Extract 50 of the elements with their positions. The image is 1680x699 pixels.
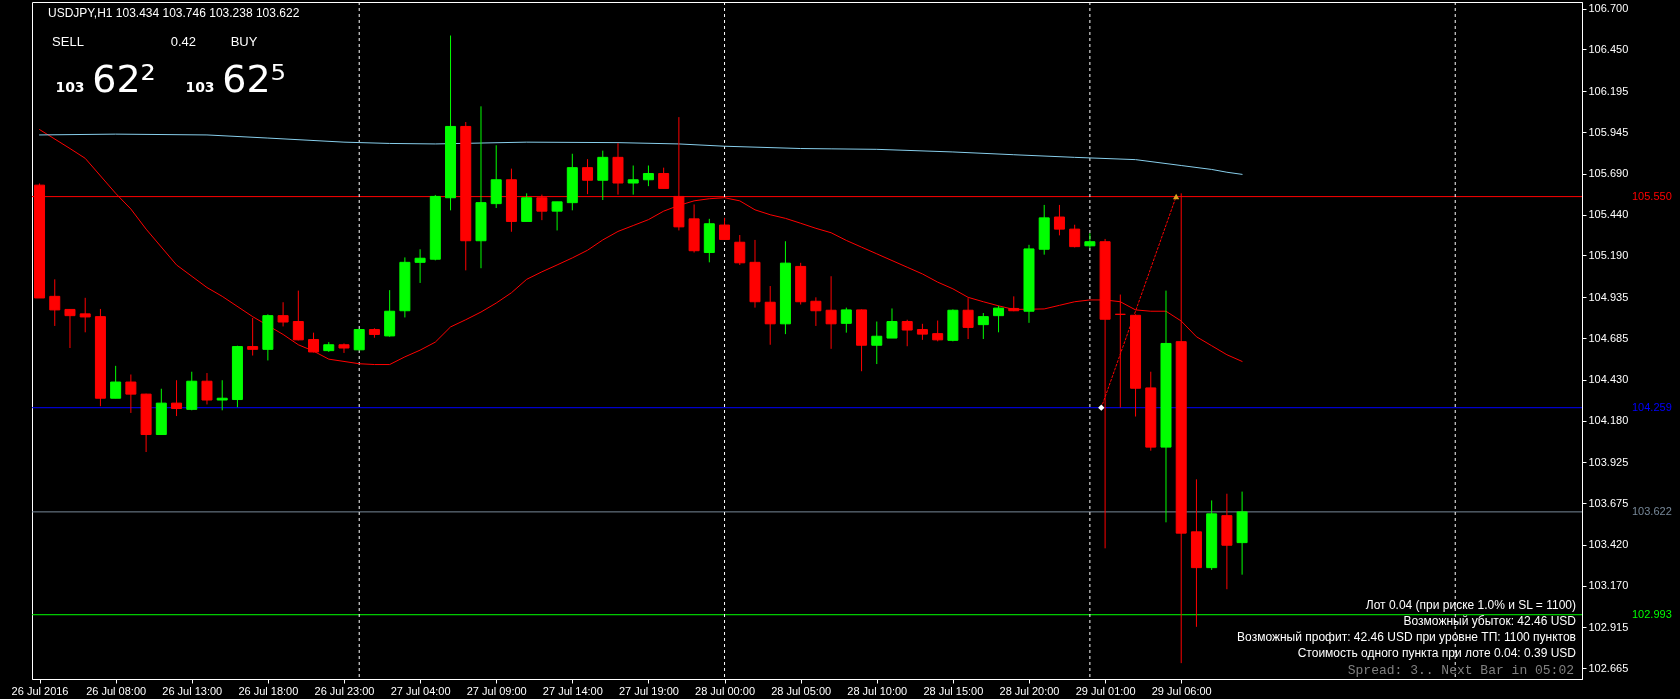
x-tick-label: 27 Jul 09:00 — [466, 684, 527, 697]
y-tick-label: 103.675 — [1588, 496, 1629, 509]
annotation: 103 — [55, 79, 85, 95]
ref-line-label: 103.622 — [1632, 504, 1672, 517]
chart-title: USDJPY,H1 103.434 103.746 103.238 103.622 — [48, 6, 300, 20]
x-tick-label: 26 Jul 08:00 — [86, 684, 147, 697]
annotation: Возможный убыток: 42.46 USD — [1403, 614, 1577, 628]
y-tick-label: 105.440 — [1588, 208, 1629, 221]
y-tick-label: 105.945 — [1588, 125, 1629, 138]
annotation: Spread: 3.. Next Bar in 05:02 — [1347, 663, 1574, 678]
ref-line-label: 105.550 — [1632, 189, 1672, 202]
x-tick-label: 28 Jul 20:00 — [999, 684, 1060, 697]
x-tick-label: 29 Jul 06:00 — [1151, 684, 1212, 697]
x-tick-label: 28 Jul 00:00 — [695, 684, 756, 697]
y-tick-label: 106.700 — [1588, 2, 1629, 15]
y-tick-label: 104.180 — [1588, 414, 1629, 427]
y-tick-label: 104.935 — [1588, 290, 1629, 303]
y-tick-label: 105.690 — [1588, 167, 1629, 180]
ref-line-label: 104.259 — [1632, 400, 1672, 413]
y-tick-label: 103.925 — [1588, 455, 1629, 468]
x-tick-label: 28 Jul 05:00 — [771, 684, 832, 697]
y-tick-label: 106.195 — [1588, 84, 1629, 97]
x-tick-label: 28 Jul 15:00 — [923, 684, 984, 697]
x-tick-label: 27 Jul 04:00 — [390, 684, 451, 697]
x-tick-label: 29 Jul 01:00 — [1075, 684, 1136, 697]
y-tick-label: 104.430 — [1588, 373, 1629, 386]
x-tick-label: 28 Jul 10:00 — [847, 684, 908, 697]
x-tick-label: 26 Jul 18:00 — [238, 684, 299, 697]
annotation: 62⁵ — [222, 57, 286, 101]
annotation: Лот 0.04 (при риске 1.0% и SL = 1100) — [1365, 598, 1576, 612]
y-tick-label: 102.665 — [1588, 661, 1629, 674]
y-tick-label: 102.915 — [1588, 620, 1629, 633]
annotation: BUY — [230, 34, 258, 49]
x-tick-label: 26 Jul 13:00 — [162, 684, 223, 697]
ref-line-label: 102.993 — [1632, 607, 1672, 620]
y-tick-label: 103.170 — [1588, 579, 1629, 592]
y-tick-label: 106.450 — [1588, 42, 1629, 55]
x-tick-label: 27 Jul 14:00 — [542, 684, 603, 697]
x-tick-label: 27 Jul 19:00 — [618, 684, 679, 697]
annotation: Возможный профит: 42.46 USD при уровне ТП: 1100 пунктов — [1237, 630, 1576, 644]
x-tick-label: 26 Jul 2016 — [11, 684, 69, 697]
y-tick-label: 104.685 — [1588, 331, 1629, 344]
y-tick-label: 105.190 — [1588, 248, 1629, 261]
annotation: 103 — [185, 79, 215, 95]
annotation: SELL — [52, 34, 84, 49]
annotation: 0.42 — [170, 34, 196, 49]
y-tick-label: 103.420 — [1588, 538, 1629, 551]
annotation: Стоимость одного пункта при лоте 0.04: 0.39 USD — [1297, 646, 1577, 660]
x-tick-label: 26 Jul 23:00 — [314, 684, 375, 697]
annotation: 62² — [92, 57, 156, 101]
